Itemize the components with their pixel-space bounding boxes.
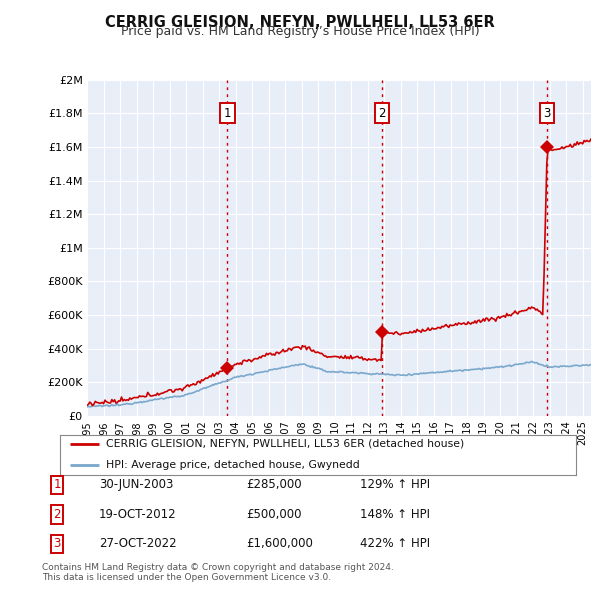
Text: £1,600,000: £1,600,000 xyxy=(246,537,313,550)
Text: This data is licensed under the Open Government Licence v3.0.: This data is licensed under the Open Gov… xyxy=(42,573,331,582)
Text: Price paid vs. HM Land Registry’s House Price Index (HPI): Price paid vs. HM Land Registry’s House … xyxy=(121,25,479,38)
Text: 1: 1 xyxy=(224,107,231,120)
Text: Contains HM Land Registry data © Crown copyright and database right 2024.: Contains HM Land Registry data © Crown c… xyxy=(42,563,394,572)
Text: 19-OCT-2012: 19-OCT-2012 xyxy=(99,508,176,521)
Text: 148% ↑ HPI: 148% ↑ HPI xyxy=(360,508,430,521)
Text: 2: 2 xyxy=(53,508,61,521)
Text: 129% ↑ HPI: 129% ↑ HPI xyxy=(360,478,430,491)
Text: 27-OCT-2022: 27-OCT-2022 xyxy=(99,537,176,550)
Text: £500,000: £500,000 xyxy=(246,508,302,521)
Text: 2: 2 xyxy=(378,107,385,120)
Text: 3: 3 xyxy=(543,107,551,120)
Text: CERRIG GLEISION, NEFYN, PWLLHELI, LL53 6ER (detached house): CERRIG GLEISION, NEFYN, PWLLHELI, LL53 6… xyxy=(106,438,464,448)
Text: 30-JUN-2003: 30-JUN-2003 xyxy=(99,478,173,491)
Text: £285,000: £285,000 xyxy=(246,478,302,491)
Text: 1: 1 xyxy=(53,478,61,491)
Text: CERRIG GLEISION, NEFYN, PWLLHELI, LL53 6ER: CERRIG GLEISION, NEFYN, PWLLHELI, LL53 6… xyxy=(105,15,495,30)
Text: 422% ↑ HPI: 422% ↑ HPI xyxy=(360,537,430,550)
Text: 3: 3 xyxy=(53,537,61,550)
Text: HPI: Average price, detached house, Gwynedd: HPI: Average price, detached house, Gwyn… xyxy=(106,460,360,470)
